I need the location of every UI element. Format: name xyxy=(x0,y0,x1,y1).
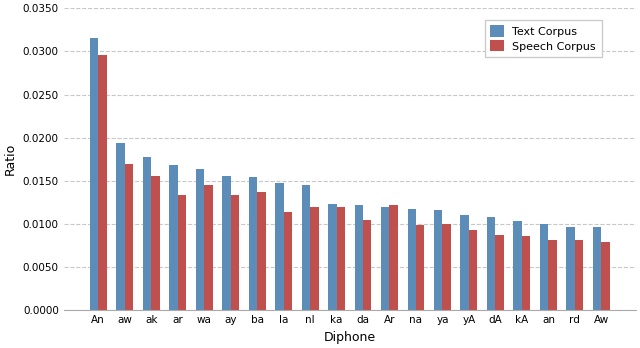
Bar xyxy=(513,221,522,310)
Bar xyxy=(328,204,337,310)
Bar xyxy=(593,227,602,310)
Bar xyxy=(390,205,398,310)
Bar xyxy=(381,207,390,310)
Bar xyxy=(301,185,310,310)
Bar xyxy=(284,212,292,310)
Bar xyxy=(337,207,345,310)
Bar xyxy=(310,207,319,310)
Bar xyxy=(434,210,442,310)
Bar xyxy=(204,185,212,310)
Bar xyxy=(248,176,257,310)
Bar xyxy=(442,224,451,310)
Bar xyxy=(355,205,363,310)
Bar xyxy=(98,55,107,310)
Bar xyxy=(522,236,531,310)
Bar xyxy=(116,143,125,310)
Y-axis label: Ratio: Ratio xyxy=(4,143,17,175)
Bar xyxy=(548,240,557,310)
Bar xyxy=(196,169,204,310)
Bar xyxy=(90,38,98,310)
Bar xyxy=(178,195,186,310)
Bar xyxy=(495,235,504,310)
Bar xyxy=(416,225,424,310)
Bar xyxy=(143,157,151,310)
Bar xyxy=(469,230,477,310)
Bar xyxy=(575,240,583,310)
Bar xyxy=(125,164,133,310)
Legend: Text Corpus, Speech Corpus: Text Corpus, Speech Corpus xyxy=(484,20,602,57)
X-axis label: Diphone: Diphone xyxy=(324,331,376,344)
Bar xyxy=(222,176,230,310)
Bar xyxy=(540,224,548,310)
Bar xyxy=(151,176,159,310)
Bar xyxy=(602,242,610,310)
Bar xyxy=(257,192,266,310)
Bar xyxy=(408,208,416,310)
Bar xyxy=(487,217,495,310)
Bar xyxy=(566,227,575,310)
Bar xyxy=(230,195,239,310)
Bar xyxy=(169,165,178,310)
Bar xyxy=(460,215,469,310)
Bar xyxy=(275,183,284,310)
Bar xyxy=(363,220,371,310)
